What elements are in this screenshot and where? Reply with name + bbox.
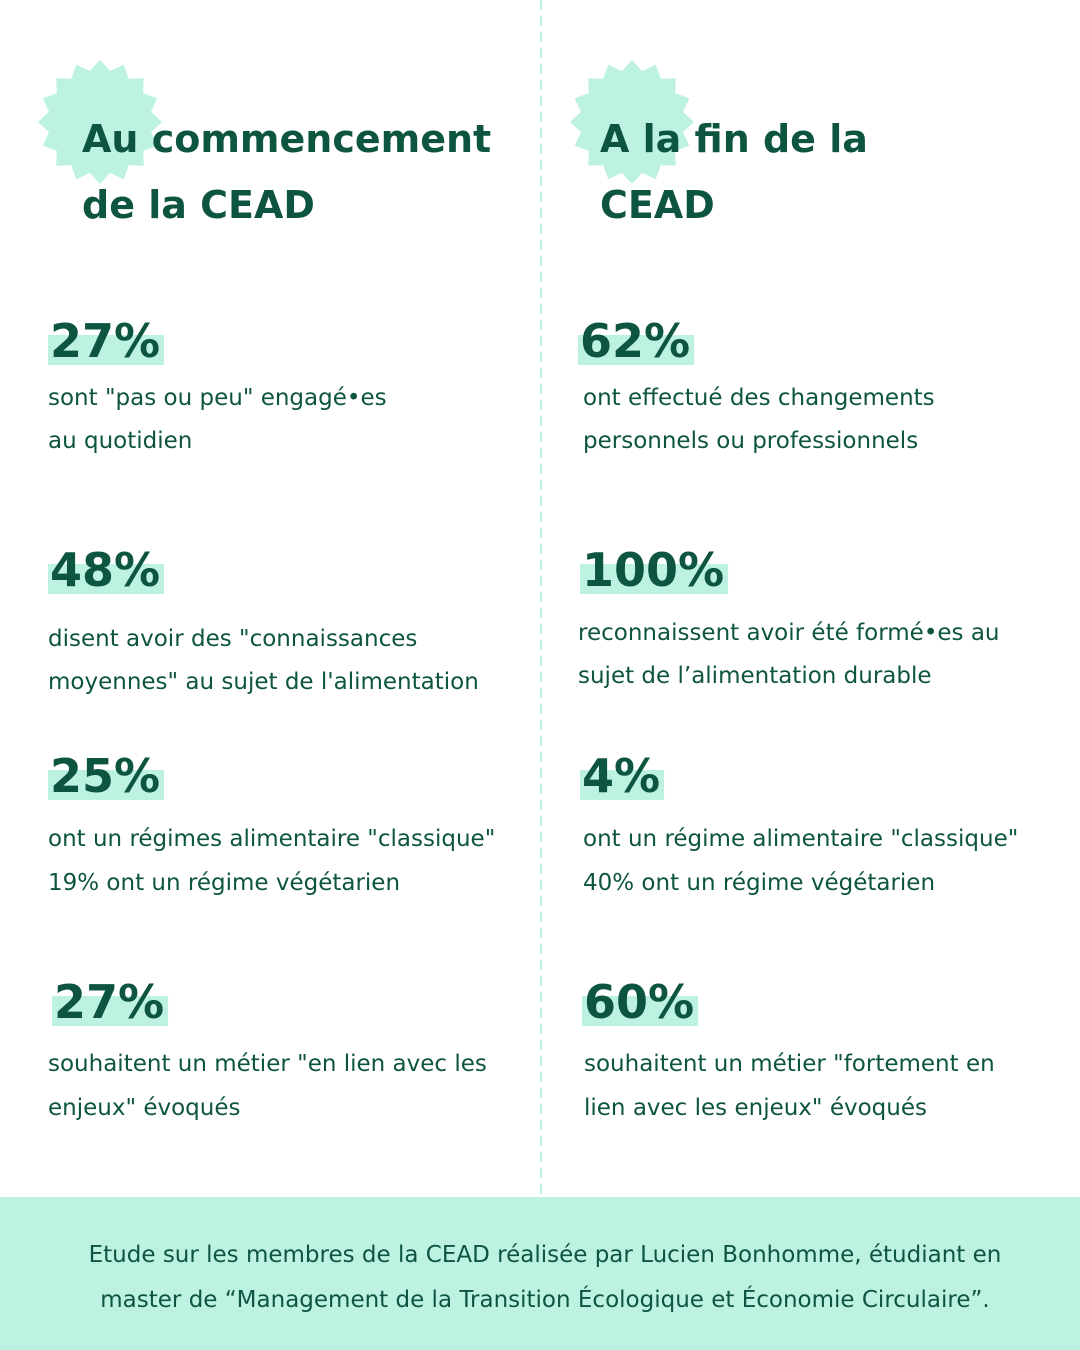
footer-band [0, 1197, 1080, 1350]
stat-description: enjeux" évoqués [48, 1095, 241, 1121]
stat-highlight [48, 564, 165, 594]
footer-line: master de “Management de la Transition É… [100, 1285, 989, 1313]
stat-description: lien avec les enjeux" évoqués [584, 1095, 927, 1121]
stat-value: 48% [50, 543, 160, 597]
stat-highlight [578, 335, 695, 365]
stat-description: reconnaissent avoir été formé•es au [578, 620, 1000, 646]
stat-value: 27% [50, 314, 160, 368]
stat-value: 100% [582, 543, 724, 597]
column-title: Au commencement [82, 117, 491, 161]
stat-description: disent avoir des "connaissances [48, 626, 417, 652]
stat-description: 40% ont un régime végétarien [583, 870, 935, 896]
stat-highlight [48, 770, 165, 800]
column-title: de la CEAD [82, 183, 315, 227]
stat-description: 19% ont un régime végétarien [48, 870, 400, 896]
stat-value: 27% [54, 975, 164, 1029]
stat-highlight [582, 996, 699, 1026]
column-title: A la fin de la [600, 117, 868, 161]
stat-description: ont un régimes alimentaire "classique" [48, 826, 495, 852]
stat-value: 60% [584, 975, 694, 1029]
stat-highlight [52, 996, 169, 1026]
stat-highlight [580, 564, 729, 594]
stat-description: ont effectué des changements [583, 385, 935, 411]
stat-highlight [580, 770, 665, 800]
footer-line: Etude sur les membres de la CEAD réalisé… [89, 1242, 1002, 1268]
stat-description: souhaitent un métier "fortement en [584, 1051, 995, 1077]
starburst [570, 60, 694, 184]
stat-value: 4% [582, 749, 660, 803]
stat-description: au quotidien [48, 428, 192, 454]
stat-description: sujet de l’alimentation durable [578, 663, 932, 689]
stat-description: moyennes" au sujet de l'alimentation [48, 669, 479, 695]
stat-highlight [48, 335, 165, 365]
stat-value: 62% [580, 314, 690, 368]
stat-description: ont un régime alimentaire "classique" [583, 826, 1018, 852]
stat-description: sont "pas ou peu" engagé•es [48, 385, 387, 411]
stat-description: souhaitent un métier "en lien avec les [48, 1051, 487, 1077]
stat-value: 25% [50, 749, 160, 803]
column-title: CEAD [600, 183, 715, 227]
starburst [38, 60, 162, 184]
stat-description: personnels ou professionnels [583, 428, 918, 454]
